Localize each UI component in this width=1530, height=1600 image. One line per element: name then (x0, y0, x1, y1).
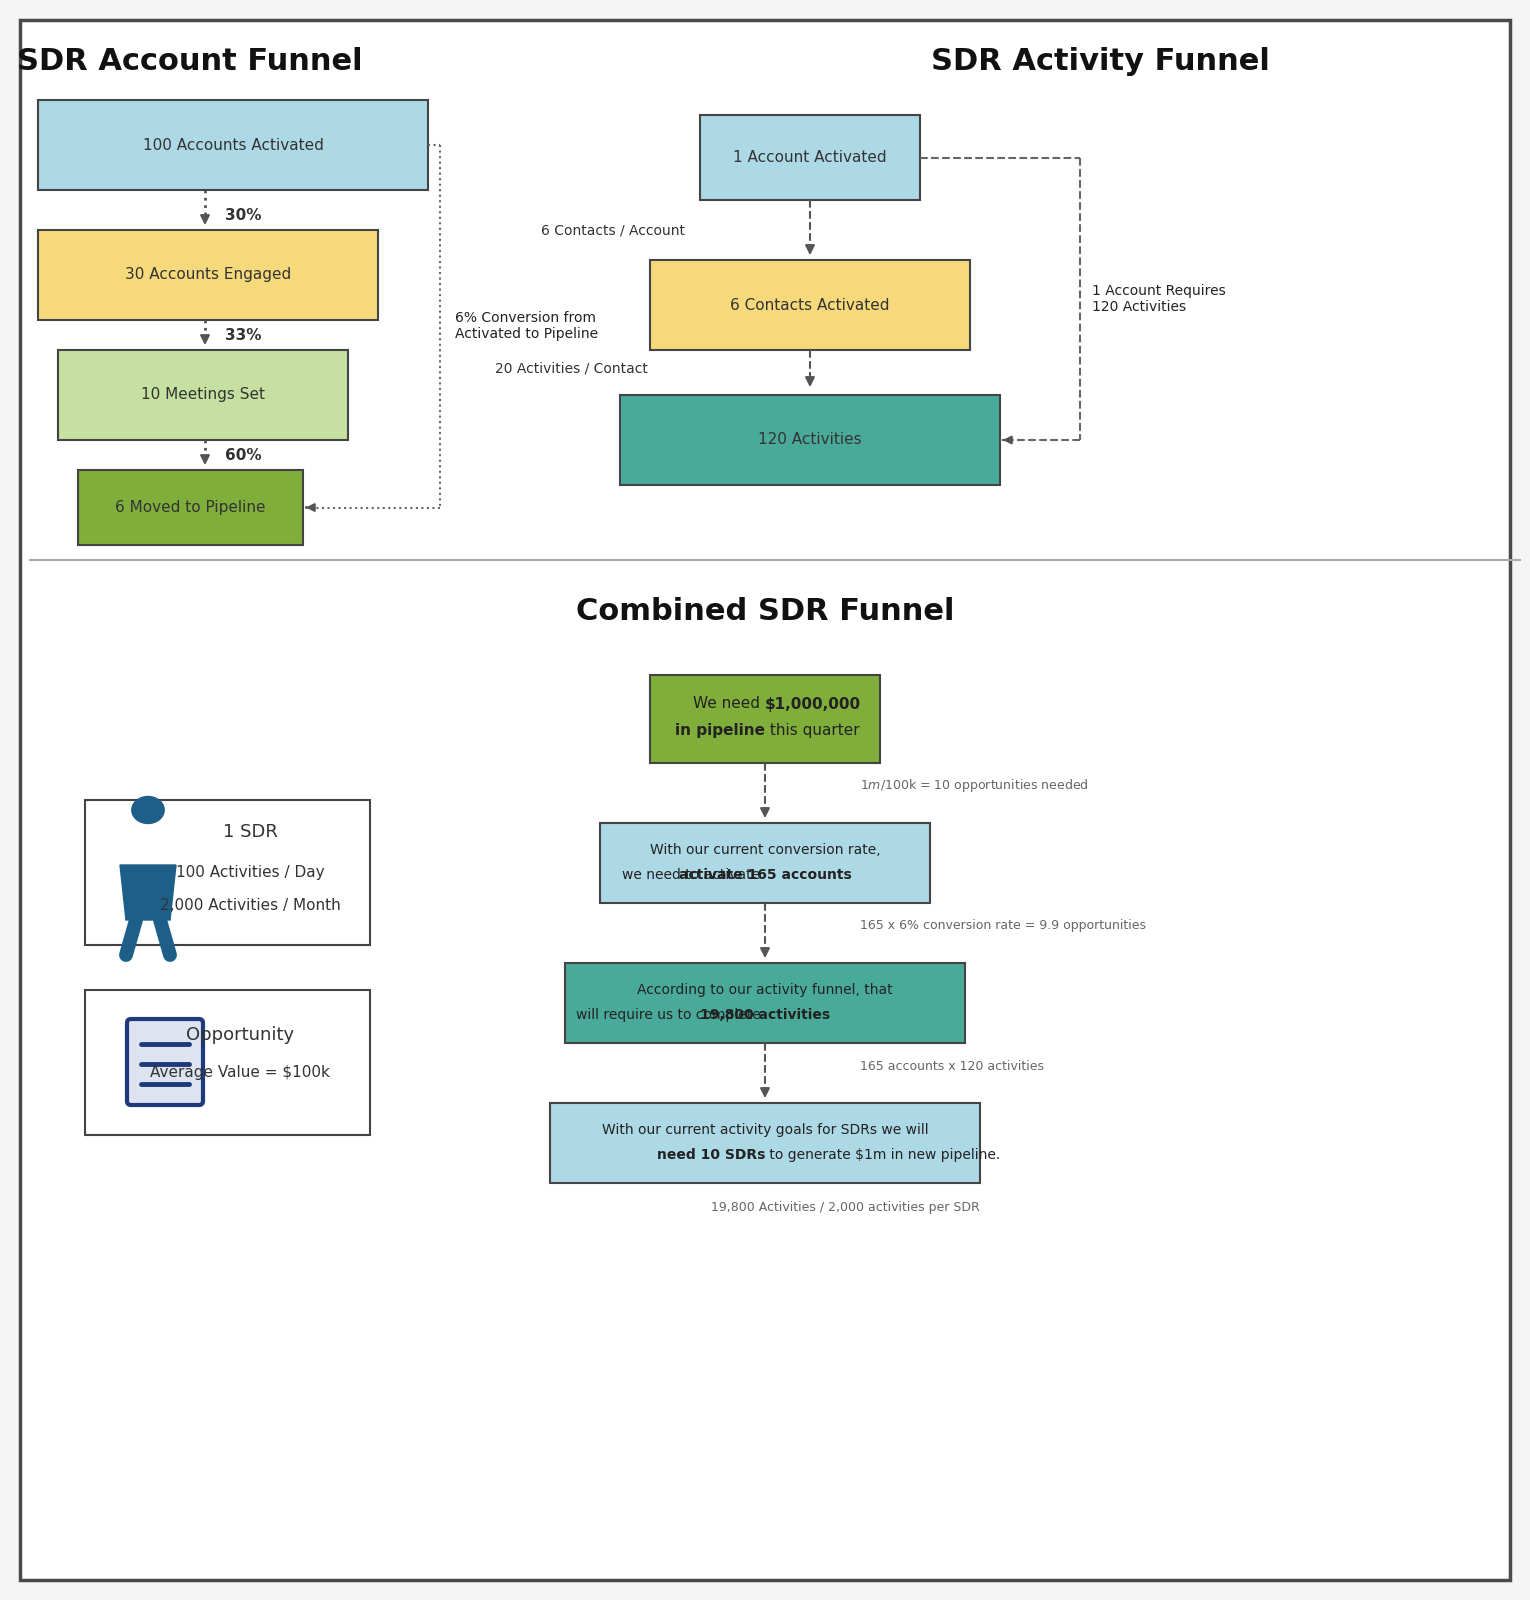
Text: According to our activity funnel, that: According to our activity funnel, that (636, 982, 894, 997)
FancyBboxPatch shape (565, 963, 965, 1043)
Text: $1m / $100k = 10 opportunities needed: $1m / $100k = 10 opportunities needed (860, 778, 1089, 795)
Text: 30%: 30% (225, 208, 262, 222)
Text: 100 Accounts Activated: 100 Accounts Activated (142, 138, 323, 152)
Text: 33%: 33% (225, 328, 262, 342)
FancyBboxPatch shape (127, 1019, 203, 1106)
Text: Opportunity: Opportunity (187, 1026, 294, 1043)
Text: 100 Activities / Day: 100 Activities / Day (176, 864, 324, 880)
Text: 10 Meetings Set: 10 Meetings Set (141, 387, 265, 403)
FancyBboxPatch shape (620, 395, 1001, 485)
FancyBboxPatch shape (38, 99, 428, 190)
FancyBboxPatch shape (86, 800, 370, 946)
Text: to generate $1m in new pipeline.: to generate $1m in new pipeline. (765, 1149, 1001, 1162)
Text: 60%: 60% (225, 448, 262, 462)
Text: we need to activate: we need to activate (623, 867, 765, 882)
FancyBboxPatch shape (549, 1102, 981, 1182)
FancyBboxPatch shape (78, 470, 303, 546)
Text: 20 Activities / Contact: 20 Activities / Contact (496, 362, 649, 374)
Text: need 10 SDRs: need 10 SDRs (656, 1149, 765, 1162)
FancyBboxPatch shape (20, 19, 1510, 1581)
Text: With our current activity goals for SDRs we will: With our current activity goals for SDRs… (601, 1123, 929, 1138)
Text: 2,000 Activities / Month: 2,000 Activities / Month (159, 898, 340, 912)
Text: Combined SDR Funnel: Combined SDR Funnel (575, 597, 955, 627)
Text: 30 Accounts Engaged: 30 Accounts Engaged (125, 267, 291, 283)
Text: activate 165 accounts: activate 165 accounts (679, 867, 851, 882)
Text: 6 Contacts Activated: 6 Contacts Activated (730, 298, 890, 312)
Text: SDR Account Funnel: SDR Account Funnel (17, 48, 363, 77)
Text: 1 SDR: 1 SDR (222, 822, 277, 842)
Polygon shape (119, 866, 176, 920)
FancyBboxPatch shape (58, 350, 347, 440)
Text: 165 x 6% conversion rate = 9.9 opportunities: 165 x 6% conversion rate = 9.9 opportuni… (860, 920, 1146, 933)
Text: 6% Conversion from
Activated to Pipeline: 6% Conversion from Activated to Pipeline (454, 310, 598, 341)
FancyBboxPatch shape (650, 675, 880, 763)
Text: Average Value = $100k: Average Value = $100k (150, 1064, 330, 1080)
Text: 1 Account Requires
120 Activities: 1 Account Requires 120 Activities (1092, 283, 1226, 314)
FancyBboxPatch shape (86, 990, 370, 1134)
Text: 19,800 Activities / 2,000 activities per SDR: 19,800 Activities / 2,000 activities per… (711, 1202, 981, 1214)
Text: this quarter: this quarter (765, 723, 860, 739)
FancyBboxPatch shape (38, 230, 378, 320)
Text: 6 Contacts / Account: 6 Contacts / Account (542, 222, 685, 237)
Text: We need: We need (693, 696, 765, 712)
Text: With our current conversion rate,: With our current conversion rate, (650, 843, 880, 858)
Ellipse shape (132, 797, 164, 824)
Text: 165 accounts x 120 activities: 165 accounts x 120 activities (860, 1059, 1043, 1072)
Text: SDR Activity Funnel: SDR Activity Funnel (930, 48, 1270, 77)
FancyBboxPatch shape (701, 115, 920, 200)
Text: 120 Activities: 120 Activities (759, 432, 861, 448)
Text: 19,800 activities: 19,800 activities (699, 1008, 831, 1022)
Text: 1 Account Activated: 1 Account Activated (733, 150, 887, 165)
FancyBboxPatch shape (600, 822, 930, 902)
Text: will require us to complete: will require us to complete (575, 1008, 765, 1022)
FancyBboxPatch shape (650, 259, 970, 350)
Text: 6 Moved to Pipeline: 6 Moved to Pipeline (115, 499, 266, 515)
Text: $1,000,000: $1,000,000 (765, 696, 861, 712)
Text: in pipeline: in pipeline (675, 723, 765, 739)
